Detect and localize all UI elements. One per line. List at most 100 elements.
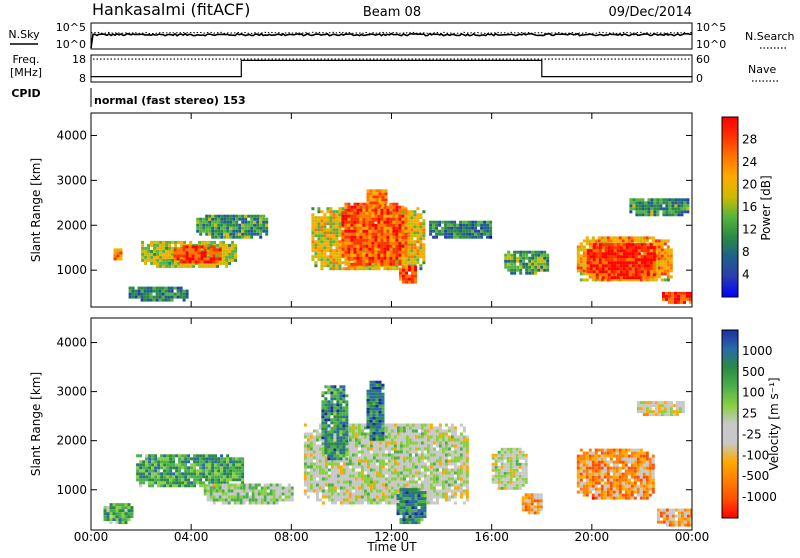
velocity-region-0-cell (196, 460, 199, 463)
power-region-13-cell (686, 207, 689, 210)
power-region-6-cell (362, 203, 365, 206)
power-region-14-cell (677, 298, 680, 301)
power-region-4-cell (165, 299, 168, 302)
velocity-region-2-cell (418, 436, 421, 439)
velocity-region-2-cell (460, 478, 463, 481)
power-region-9-cell (459, 224, 462, 227)
power-region-3-cell (247, 224, 250, 227)
velocity-region-3-cell (336, 448, 339, 451)
power-region-6-cell (347, 251, 350, 254)
velocity-region-2-cell (448, 430, 451, 433)
power-region-3-cell (256, 227, 259, 230)
nave-right-tick-top: 60 (696, 53, 710, 66)
velocity-region-2-cell (313, 478, 316, 481)
velocity-region-2-cell (319, 475, 322, 478)
power-region-12-cell (587, 255, 590, 258)
velocity-region-0-cell (190, 484, 193, 487)
velocity-region-2-cell (433, 469, 436, 472)
power-region-6-cell (383, 263, 386, 266)
power-region-2-cell (177, 254, 180, 257)
velocity-region-2-cell (457, 454, 460, 457)
power-region-5-cell (350, 267, 353, 270)
power-region-5-cell (311, 222, 314, 225)
velocity-region-2-cell (322, 475, 325, 478)
velocity-region-2-cell (310, 481, 313, 484)
velocity-region-2-cell (355, 490, 358, 493)
power-region-10-cell (519, 266, 522, 269)
power-region-8-cell (385, 192, 388, 195)
velocity-region-2-cell (397, 454, 400, 457)
power-region-12-cell (647, 273, 650, 276)
velocity-region-3-cell (342, 454, 345, 457)
velocity-region-2-cell (406, 457, 409, 460)
velocity-region-2-cell (355, 442, 358, 445)
velocity-region-2-cell (313, 430, 316, 433)
velocity-region-1-cell (210, 499, 213, 502)
velocity-region-2-cell (340, 469, 343, 472)
power-region-6-cell (362, 227, 365, 230)
power-region-1-cell (156, 262, 159, 265)
velocity-region-2-cell (430, 439, 433, 442)
velocity-region-2-cell (412, 433, 415, 436)
power-region-12-cell (638, 267, 641, 270)
velocity-region-2-cell (316, 439, 319, 442)
velocity-region-2-cell (421, 454, 424, 457)
velocity-region-2-cell (370, 478, 373, 481)
velocity-region-2-cell (304, 463, 307, 466)
velocity-region-2-cell (460, 466, 463, 469)
power-region-5-cell (335, 234, 338, 237)
power-region-10-cell (531, 257, 534, 260)
power-region-5-cell (314, 219, 317, 222)
velocity-region-0-cell (184, 475, 187, 478)
power-region-5-cell (323, 252, 326, 255)
velocity-region-3-cell (339, 445, 342, 448)
velocity-region-2-cell (463, 469, 466, 472)
power-region-6-cell (368, 263, 371, 266)
velocity-region-2-cell (352, 493, 355, 496)
power-region-2-cell (213, 257, 216, 260)
power-region-6-cell (353, 254, 356, 257)
power-region-12-cell (632, 255, 635, 258)
velocity-region-0-cell (229, 457, 232, 460)
power-region-6-cell (365, 245, 368, 248)
power-region-8-cell (367, 192, 370, 195)
power-region-12-cell (641, 261, 644, 264)
velocity-region-2-cell (403, 433, 406, 436)
velocity-region-2-cell (406, 436, 409, 439)
velocity-region-2-cell (463, 445, 466, 448)
velocity-region-2-cell (460, 448, 463, 451)
power-region-6-cell (353, 236, 356, 239)
power-region-9-cell (477, 221, 480, 224)
velocity-region-2-cell (373, 448, 376, 451)
velocity-region-2-cell (388, 445, 391, 448)
velocity-region-2-cell (343, 478, 346, 481)
velocity-region-2-cell (460, 451, 463, 454)
velocity-region-2-cell (388, 481, 391, 484)
power-region-1-cell (222, 253, 225, 256)
power-region-11-cell (646, 239, 649, 242)
power-region-11-cell (631, 236, 634, 239)
velocity-region-2-cell (424, 487, 427, 490)
power-region-2-cell (216, 257, 219, 260)
power-region-6-cell (365, 263, 368, 266)
power-region-3-cell (205, 230, 208, 233)
power-region-3-cell (208, 233, 211, 236)
velocity-region-2-cell (307, 433, 310, 436)
power-region-3-cell (214, 230, 217, 233)
velocity-region-2-cell (304, 469, 307, 472)
power-region-2-cell (177, 257, 180, 260)
power-region-2-cell (204, 257, 207, 260)
velocity-region-2-cell (421, 424, 424, 427)
power-region-2-cell (198, 245, 201, 248)
velocity-region-2-cell (376, 496, 379, 499)
velocity-region-0-cell (154, 478, 157, 481)
velocity-region-0-cell (241, 466, 244, 469)
velocity-region-2-cell (391, 454, 394, 457)
velocity-region-2-cell (409, 439, 412, 442)
velocity-region-3-cell (330, 388, 333, 391)
power-region-10-cell (510, 257, 513, 260)
velocity-region-2-cell (364, 439, 367, 442)
velocity-region-0-cell (199, 469, 202, 472)
velocity-region-2-cell (409, 472, 412, 475)
power-region-1-cell (165, 265, 168, 268)
